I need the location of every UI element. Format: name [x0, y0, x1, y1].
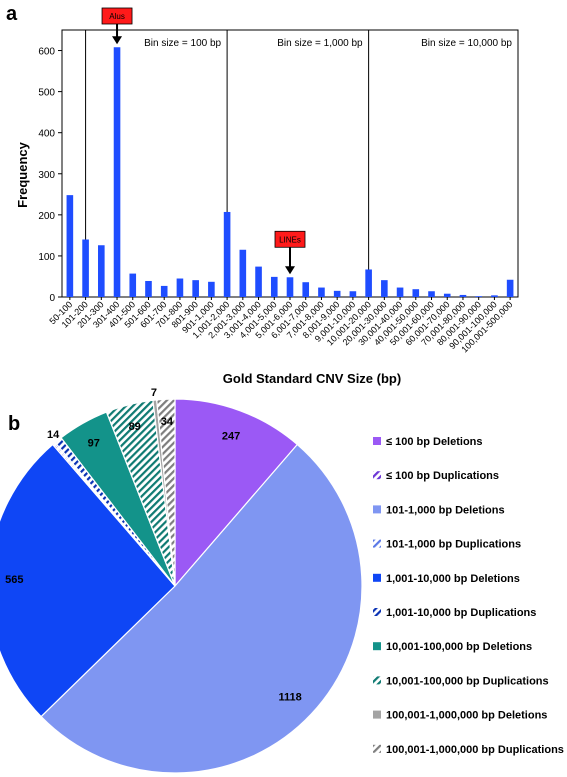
pie-value-label: 247 — [222, 430, 240, 442]
bar — [459, 294, 467, 297]
legend-swatch — [373, 471, 381, 480]
bar — [365, 269, 372, 297]
bin-size-label: Bin size = 1,000 bp — [277, 38, 363, 49]
bin-size-label: Bin size = 10,000 bp — [421, 38, 512, 49]
y-tick-label: 300 — [38, 170, 55, 181]
bar — [333, 290, 341, 297]
y-tick-label: 500 — [38, 88, 55, 99]
y-tick-label: 0 — [49, 293, 55, 304]
bar — [113, 47, 121, 298]
annotation-label: LINEs — [279, 235, 301, 244]
bar — [176, 278, 184, 297]
bar — [82, 239, 89, 297]
legend-label: 1,001-10,000 bp Duplications — [386, 607, 536, 619]
panel-b-label: b — [8, 413, 20, 435]
bar — [286, 277, 294, 297]
bar — [381, 280, 388, 297]
bar-plot-area: 0 100 200 300 400 500 600 Bin size = 100 bp Bin … — [38, 7, 519, 355]
legend-label: 101-1,000 bp Duplications — [386, 539, 521, 551]
bar — [491, 295, 498, 297]
pie-chart-panel: b 247 1118 565 14 97 89 7 34 ≤ 100 bp Deletions… — [0, 387, 564, 774]
bar — [208, 281, 215, 297]
bar — [318, 287, 325, 297]
annotation-arrowhead — [285, 266, 295, 275]
y-tick-label: 400 — [38, 129, 55, 140]
legend-label: 10,001-100,000 bp Duplications — [386, 675, 549, 687]
bar — [443, 293, 451, 297]
pie-legend: ≤ 100 bp Deletions ≤ 100 bp Duplications 1… — [373, 436, 564, 756]
legend-label: 100,001-1,000,000 bp Deletions — [386, 710, 547, 722]
bar — [192, 280, 199, 297]
y-tick-label: 600 — [38, 47, 55, 58]
legend-swatch — [373, 573, 381, 582]
annotation-label: Alus — [109, 12, 125, 21]
bar — [223, 211, 231, 297]
pie-value-label: 565 — [5, 574, 23, 586]
y-tick-label: 200 — [38, 211, 55, 222]
pie-slice — [174, 398, 299, 588]
y-tick-label: 100 — [38, 252, 55, 263]
bar — [428, 291, 435, 297]
pie-value-label: 34 — [161, 416, 174, 428]
legend-swatch — [373, 505, 381, 514]
legend-swatch — [373, 676, 381, 685]
legend-label: 10,001-100,000 bp Deletions — [386, 641, 532, 653]
bar-chart-panel: a Frequency Gold Standard CNV Size (bp) … — [6, 3, 519, 386]
legend-label: ≤ 100 bp Deletions — [386, 436, 483, 448]
pie-value-label: 14 — [47, 429, 60, 441]
legend-label: ≤ 100 bp Duplications — [386, 470, 499, 482]
bar — [160, 285, 168, 297]
pie-plot-area: 247 1118 565 14 97 89 7 34 — [0, 387, 363, 774]
legend-swatch — [373, 608, 381, 616]
bar — [349, 291, 357, 297]
bar — [145, 280, 152, 297]
legend-label: 1,001-10,000 bp Deletions — [386, 573, 520, 585]
pie-slice — [0, 443, 176, 718]
pie-value-label: 7 — [151, 387, 157, 399]
bar — [396, 287, 404, 297]
legend-swatch — [373, 437, 381, 445]
annotation-arrowhead — [112, 36, 123, 45]
legend-label: 100,001-1,000,000 bp Duplications — [386, 744, 564, 756]
bar — [412, 289, 420, 297]
bar — [98, 245, 105, 297]
x-axis-title: Gold Standard CNV Size (bp) — [223, 371, 401, 386]
legend-label: 101-1,000 bp Deletions — [386, 504, 505, 516]
bar — [66, 195, 74, 297]
pie-slice — [156, 398, 176, 587]
legend-swatch — [373, 539, 381, 548]
bin-size-label: Bin size = 100 bp — [144, 38, 221, 49]
panel-a-label: a — [6, 3, 18, 25]
bar — [255, 266, 262, 297]
bar — [475, 296, 482, 297]
pie-value-label: 89 — [129, 421, 141, 433]
bar — [302, 282, 310, 297]
bar — [506, 279, 514, 297]
pie-slice — [40, 443, 363, 774]
legend-swatch — [373, 744, 381, 753]
bar — [270, 276, 278, 297]
legend-swatch — [373, 710, 381, 719]
pie-value-label: 1118 — [278, 691, 301, 703]
legend-swatch — [373, 642, 381, 651]
y-axis-title: Frequency — [15, 141, 30, 208]
bar — [239, 249, 247, 297]
pie-value-label: 97 — [88, 437, 100, 449]
bar — [129, 273, 137, 297]
